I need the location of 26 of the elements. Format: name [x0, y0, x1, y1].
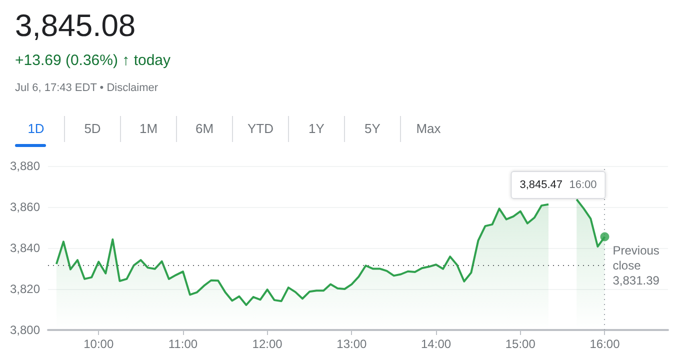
text: 6M — [176, 116, 232, 142]
x-tick-label: 11:00 — [168, 337, 198, 351]
annotation: 16:00 — [569, 179, 597, 191]
x-tick-label: 13:00 — [336, 337, 368, 351]
text: 1D — [26, 120, 46, 138]
ref-line-label: Previous close 3,831.39 — [612, 244, 660, 288]
x-tick-label: 12:00 — [252, 337, 283, 351]
y-tick-label: 3,860 — [10, 200, 40, 214]
text: 1Y — [288, 116, 344, 142]
text: 1M — [120, 116, 176, 142]
text: YTD — [232, 116, 288, 142]
x-tick-label: 15:00 — [505, 337, 536, 351]
text: Max — [400, 116, 456, 142]
y-tick-label: 3,820 — [10, 282, 40, 296]
y-tick-label: 3,800 — [10, 323, 40, 337]
x-tick-label: 16:00 — [590, 337, 620, 351]
text: 5D — [64, 116, 120, 142]
text: 5Y — [344, 116, 400, 142]
x-tick-label: 14:00 — [421, 337, 452, 351]
chart-title: 3,845.08 — [15, 8, 136, 44]
chart-subtitle: +13.69 (0.36%) ↑ today — [15, 52, 171, 69]
x-tick-label: 10:00 — [84, 337, 114, 351]
y-tick-label: 3,880 — [10, 159, 40, 173]
text: Jul 6, 17:43 EDT • Disclaimer — [15, 82, 158, 94]
annotation: 3,845.47 — [520, 179, 563, 191]
y-tick-label: 3,840 — [10, 241, 40, 255]
